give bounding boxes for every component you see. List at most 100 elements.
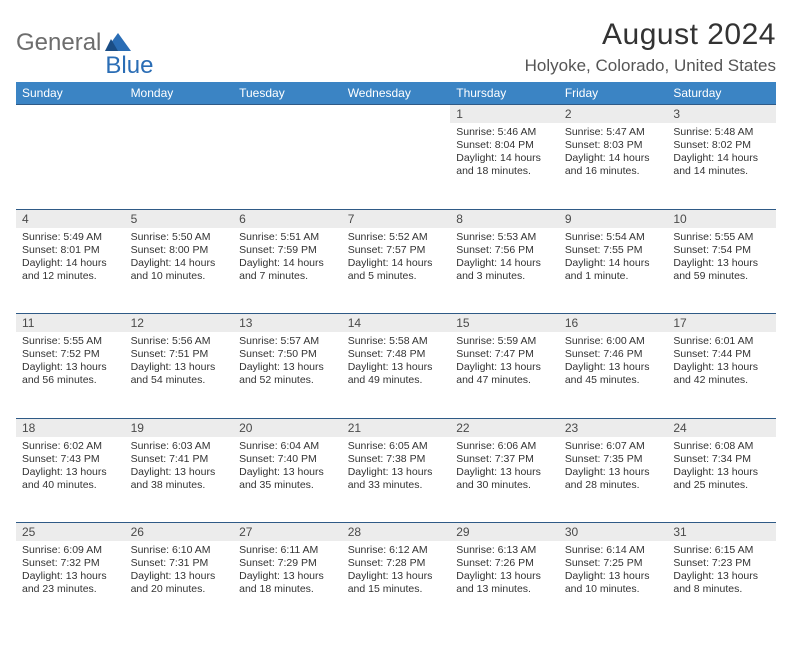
sunset-line: Sunset: 8:01 PM bbox=[22, 244, 119, 257]
day-detail-cell: Sunrise: 6:09 AMSunset: 7:32 PMDaylight:… bbox=[16, 541, 125, 627]
sunset-line: Sunset: 7:43 PM bbox=[22, 453, 119, 466]
day-number-cell: 14 bbox=[342, 314, 451, 333]
day-number-cell: 12 bbox=[125, 314, 234, 333]
day-number-cell: 8 bbox=[450, 209, 559, 228]
calendar-table: Sunday Monday Tuesday Wednesday Thursday… bbox=[16, 82, 776, 627]
sunset-line: Sunset: 7:46 PM bbox=[565, 348, 662, 361]
daylight-line: Daylight: 13 hours and 35 minutes. bbox=[239, 466, 336, 492]
daylight-line: Daylight: 13 hours and 40 minutes. bbox=[22, 466, 119, 492]
day-detail-cell: Sunrise: 6:15 AMSunset: 7:23 PMDaylight:… bbox=[667, 541, 776, 627]
sunrise-line: Sunrise: 6:13 AM bbox=[456, 544, 553, 557]
day-number-row: 25262728293031 bbox=[16, 523, 776, 542]
day-detail-row: Sunrise: 6:09 AMSunset: 7:32 PMDaylight:… bbox=[16, 541, 776, 627]
sunset-line: Sunset: 7:54 PM bbox=[673, 244, 770, 257]
sunrise-line: Sunrise: 5:58 AM bbox=[348, 335, 445, 348]
day-number-cell: 18 bbox=[16, 418, 125, 437]
day-detail-row: Sunrise: 5:46 AMSunset: 8:04 PMDaylight:… bbox=[16, 123, 776, 209]
title-block: August 2024 Holyoke, Colorado, United St… bbox=[525, 18, 776, 76]
day-detail-cell: Sunrise: 6:06 AMSunset: 7:37 PMDaylight:… bbox=[450, 437, 559, 523]
day-detail-cell: Sunrise: 5:48 AMSunset: 8:02 PMDaylight:… bbox=[667, 123, 776, 209]
sunset-line: Sunset: 7:51 PM bbox=[131, 348, 228, 361]
day-detail-cell: Sunrise: 6:14 AMSunset: 7:25 PMDaylight:… bbox=[559, 541, 668, 627]
day-number-row: 11121314151617 bbox=[16, 314, 776, 333]
day-number-cell bbox=[233, 105, 342, 124]
day-header: Wednesday bbox=[342, 82, 451, 105]
day-number-cell: 23 bbox=[559, 418, 668, 437]
sunset-line: Sunset: 7:26 PM bbox=[456, 557, 553, 570]
sunset-line: Sunset: 7:29 PM bbox=[239, 557, 336, 570]
sunrise-line: Sunrise: 5:51 AM bbox=[239, 231, 336, 244]
sunset-line: Sunset: 7:38 PM bbox=[348, 453, 445, 466]
sunset-line: Sunset: 7:57 PM bbox=[348, 244, 445, 257]
day-header: Saturday bbox=[667, 82, 776, 105]
day-detail-cell: Sunrise: 5:57 AMSunset: 7:50 PMDaylight:… bbox=[233, 332, 342, 418]
day-number-row: 18192021222324 bbox=[16, 418, 776, 437]
sunrise-line: Sunrise: 6:10 AM bbox=[131, 544, 228, 557]
day-header: Sunday bbox=[16, 82, 125, 105]
sunset-line: Sunset: 7:31 PM bbox=[131, 557, 228, 570]
day-detail-cell bbox=[342, 123, 451, 209]
daylight-line: Daylight: 14 hours and 5 minutes. bbox=[348, 257, 445, 283]
sunrise-line: Sunrise: 6:11 AM bbox=[239, 544, 336, 557]
daylight-line: Daylight: 13 hours and 30 minutes. bbox=[456, 466, 553, 492]
sunset-line: Sunset: 7:35 PM bbox=[565, 453, 662, 466]
sunrise-line: Sunrise: 5:49 AM bbox=[22, 231, 119, 244]
sunrise-line: Sunrise: 6:00 AM bbox=[565, 335, 662, 348]
day-detail-row: Sunrise: 5:49 AMSunset: 8:01 PM Daylight:… bbox=[16, 228, 776, 314]
day-header: Monday bbox=[125, 82, 234, 105]
day-detail-cell: Sunrise: 6:13 AMSunset: 7:26 PMDaylight:… bbox=[450, 541, 559, 627]
daylight-line: Daylight: 13 hours and 20 minutes. bbox=[131, 570, 228, 596]
day-detail-cell: Sunrise: 5:55 AMSunset: 7:52 PMDaylight:… bbox=[16, 332, 125, 418]
sunset-line: Sunset: 7:41 PM bbox=[131, 453, 228, 466]
sunset-line: Sunset: 7:37 PM bbox=[456, 453, 553, 466]
day-detail-cell: Sunrise: 6:04 AMSunset: 7:40 PMDaylight:… bbox=[233, 437, 342, 523]
day-number-cell: 13 bbox=[233, 314, 342, 333]
sunset-line: Sunset: 7:25 PM bbox=[565, 557, 662, 570]
location-line: Holyoke, Colorado, United States bbox=[525, 56, 776, 76]
day-number-cell: 22 bbox=[450, 418, 559, 437]
brand-text-general: General bbox=[16, 29, 101, 57]
day-detail-row: Sunrise: 5:55 AMSunset: 7:52 PMDaylight:… bbox=[16, 332, 776, 418]
sunrise-line: Sunrise: 6:03 AM bbox=[131, 440, 228, 453]
day-detail-cell: Sunrise: 6:01 AMSunset: 7:44 PMDaylight:… bbox=[667, 332, 776, 418]
sunrise-line: Sunrise: 6:06 AM bbox=[456, 440, 553, 453]
day-number-cell: 15 bbox=[450, 314, 559, 333]
sunrise-line: Sunrise: 5:57 AM bbox=[239, 335, 336, 348]
day-detail-cell: Sunrise: 6:03 AMSunset: 7:41 PMDaylight:… bbox=[125, 437, 234, 523]
day-number-cell: 31 bbox=[667, 523, 776, 542]
day-detail-cell: Sunrise: 6:11 AMSunset: 7:29 PMDaylight:… bbox=[233, 541, 342, 627]
day-number-cell: 1 bbox=[450, 105, 559, 124]
sunrise-line: Sunrise: 6:15 AM bbox=[673, 544, 770, 557]
brand-logo: General Blue bbox=[16, 18, 153, 68]
sunset-line: Sunset: 7:40 PM bbox=[239, 453, 336, 466]
sunrise-line: Sunrise: 5:53 AM bbox=[456, 231, 553, 244]
day-number-cell: 28 bbox=[342, 523, 451, 542]
day-detail-cell: Sunrise: 6:00 AMSunset: 7:46 PMDaylight:… bbox=[559, 332, 668, 418]
daylight-line: Daylight: 13 hours and 38 minutes. bbox=[131, 466, 228, 492]
sunrise-line: Sunrise: 5:52 AM bbox=[348, 231, 445, 244]
day-detail-cell: Sunrise: 5:53 AMSunset: 7:56 PMDaylight:… bbox=[450, 228, 559, 314]
daylight-line: Daylight: 13 hours and 10 minutes. bbox=[565, 570, 662, 596]
sunrise-line: Sunrise: 5:56 AM bbox=[131, 335, 228, 348]
daylight-line: Daylight: 14 hours and 18 minutes. bbox=[456, 152, 553, 178]
day-detail-cell: Sunrise: 5:46 AMSunset: 8:04 PMDaylight:… bbox=[450, 123, 559, 209]
daylight-line: Daylight: 13 hours and 13 minutes. bbox=[456, 570, 553, 596]
daylight-line: Daylight: 13 hours and 15 minutes. bbox=[348, 570, 445, 596]
sunset-line: Sunset: 7:28 PM bbox=[348, 557, 445, 570]
sunrise-line: Sunrise: 5:55 AM bbox=[22, 335, 119, 348]
daylight-line: Daylight: 14 hours and 3 minutes. bbox=[456, 257, 553, 283]
day-number-cell: 5 bbox=[125, 209, 234, 228]
day-number-row: 45678910 bbox=[16, 209, 776, 228]
sunrise-line: Sunrise: 6:05 AM bbox=[348, 440, 445, 453]
month-title: August 2024 bbox=[525, 18, 776, 52]
day-detail-cell: Sunrise: 5:58 AMSunset: 7:48 PMDaylight:… bbox=[342, 332, 451, 418]
sunset-line: Sunset: 8:00 PM bbox=[131, 244, 228, 257]
day-number-cell bbox=[125, 105, 234, 124]
sunrise-line: Sunrise: 5:46 AM bbox=[456, 126, 553, 139]
day-detail-cell: Sunrise: 5:55 AMSunset: 7:54 PMDaylight:… bbox=[667, 228, 776, 314]
sunrise-line: Sunrise: 5:48 AM bbox=[673, 126, 770, 139]
sunrise-line: Sunrise: 6:09 AM bbox=[22, 544, 119, 557]
day-detail-cell bbox=[16, 123, 125, 209]
daylight-line: Daylight: 14 hours and 7 minutes. bbox=[239, 257, 336, 283]
day-number-cell: 21 bbox=[342, 418, 451, 437]
